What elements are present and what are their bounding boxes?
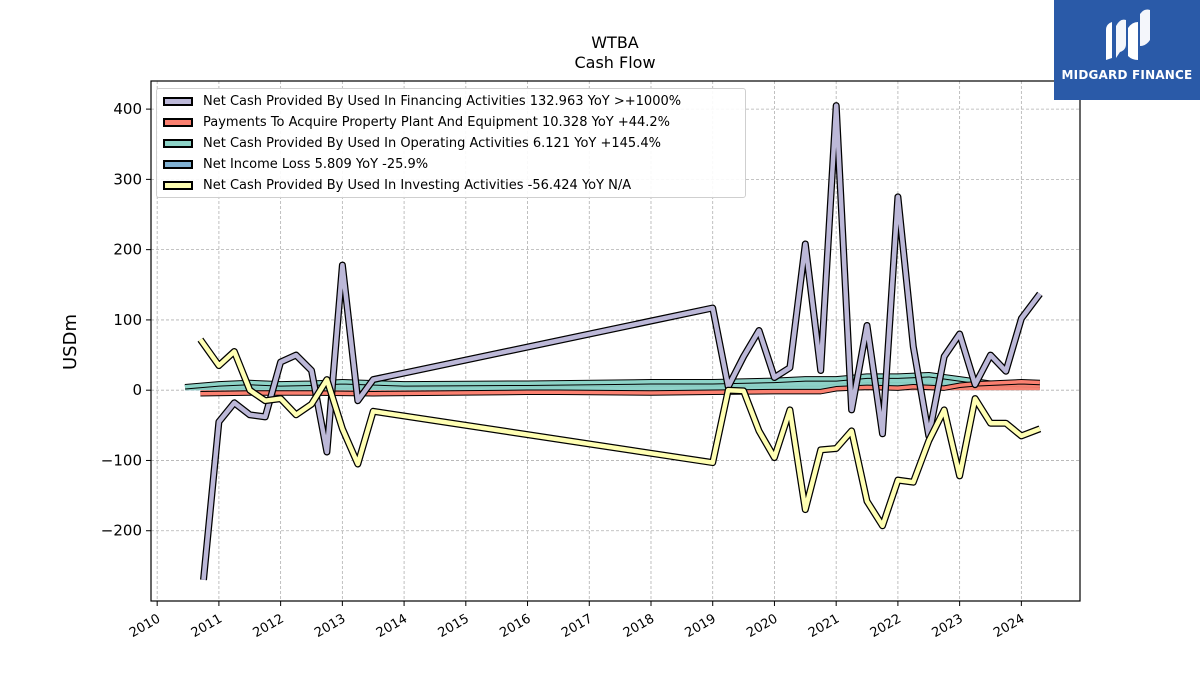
series-line-1	[200, 380, 1040, 396]
x-tick-label: 2017	[559, 611, 595, 641]
series-layer	[184, 102, 1043, 581]
x-tick-label: 2020	[744, 611, 780, 641]
legend-label-capex: Payments To Acquire Property Plant And E…	[203, 114, 671, 130]
legend-swatch-financing	[163, 96, 193, 106]
legend-label-net-income: Net Income Loss 5.809 YoY -25.9%	[203, 156, 429, 172]
y-axis-label: USDm	[60, 314, 81, 370]
y-tick-label: 100	[113, 311, 142, 329]
x-tick-label: 2018	[621, 611, 657, 641]
x-tick-label: 2016	[497, 611, 533, 641]
chart-title: WTBA	[591, 33, 639, 52]
legend-swatch-capex	[163, 117, 193, 127]
legend: Net Cash Provided By Used In Financing A…	[156, 88, 746, 198]
y-tick-label: 0	[132, 381, 142, 399]
legend-label-operating: Net Cash Provided By Used In Operating A…	[203, 135, 661, 151]
legend-swatch-operating	[163, 138, 193, 148]
legend-swatch-investing	[163, 180, 193, 190]
x-tick-label: 2012	[250, 611, 286, 641]
x-tick-label: 2021	[806, 611, 842, 641]
chart-subtitle: Cash Flow	[574, 53, 656, 72]
legend-item-capex: Payments To Acquire Property Plant And E…	[163, 113, 670, 131]
legend-item-operating: Net Cash Provided By Used In Operating A…	[163, 134, 661, 152]
series-line-0	[201, 103, 1042, 581]
x-tick-label: 2015	[436, 611, 472, 641]
x-tick-label: 2019	[683, 611, 719, 641]
x-tick-label: 2013	[312, 611, 348, 641]
legend-item-financing: Net Cash Provided By Used In Financing A…	[163, 92, 681, 110]
y-tick-label: 400	[113, 100, 142, 118]
midgard-logo: MIDGARD FINANCE	[1054, 0, 1200, 100]
y-tick-label: −100	[101, 451, 142, 469]
x-tick-label: 2023	[929, 611, 965, 641]
legend-item-investing: Net Cash Provided By Used In Investing A…	[163, 176, 631, 194]
logo-text: MIDGARD FINANCE	[1061, 68, 1193, 82]
y-tick-label: −200	[101, 522, 142, 540]
x-tick-label: 2010	[127, 611, 163, 641]
legend-label-financing: Net Cash Provided By Used In Financing A…	[203, 93, 682, 109]
series-line-4	[198, 338, 1041, 529]
legend-label-investing: Net Cash Provided By Used In Investing A…	[203, 177, 632, 193]
legend-item-net-income: Net Income Loss 5.809 YoY -25.9%	[163, 155, 428, 173]
x-tick-label: 2024	[991, 611, 1027, 641]
midgard-logo-icon	[1106, 9, 1150, 60]
plot-frame	[150, 80, 1081, 602]
x-tick-label: 2011	[189, 611, 225, 641]
legend-swatch-net-income	[163, 159, 193, 169]
x-tick-label: 2022	[868, 611, 904, 641]
y-tick-label: 200	[113, 241, 142, 259]
series-line-2	[184, 372, 1040, 389]
y-tick-label: 300	[113, 170, 142, 188]
x-tick-label: 2014	[374, 611, 410, 641]
